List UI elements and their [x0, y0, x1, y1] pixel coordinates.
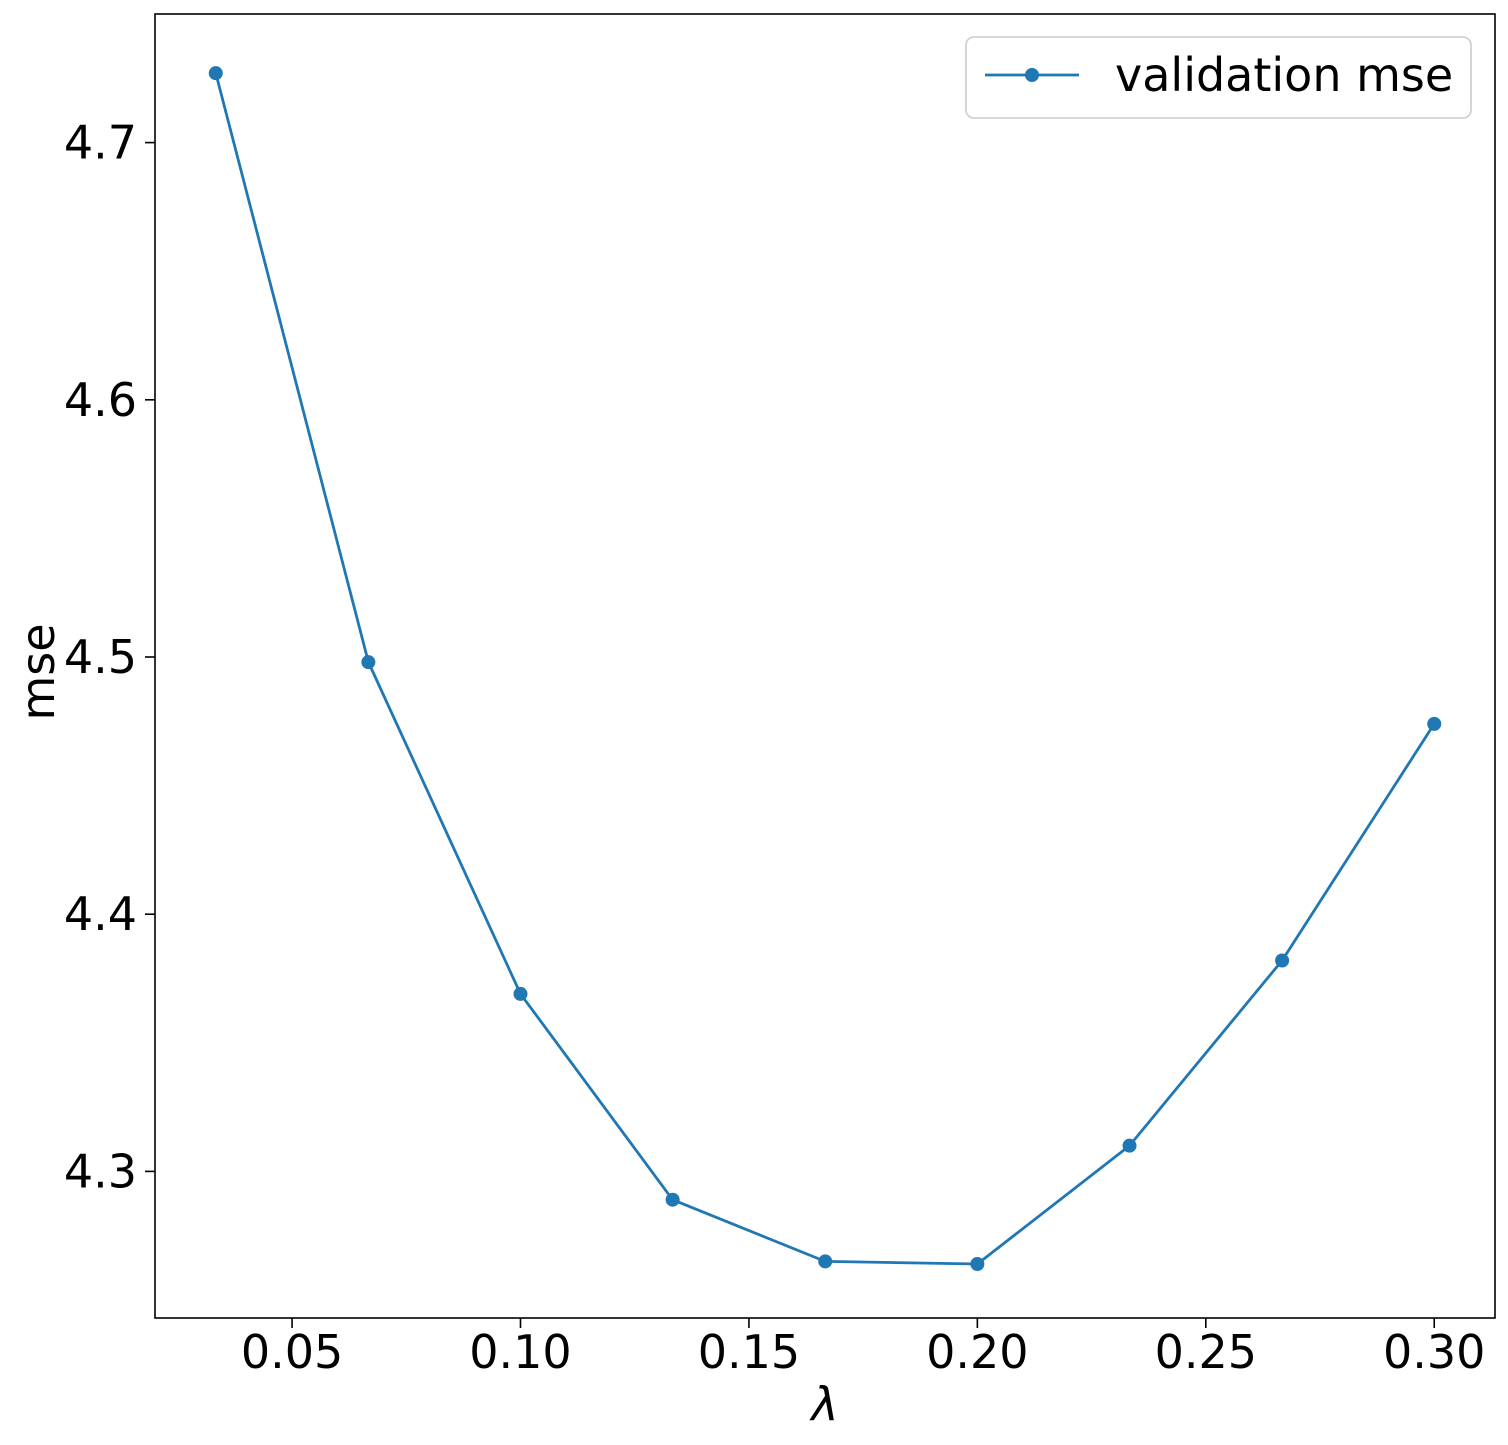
x-tick-label: 0.10: [469, 1325, 571, 1379]
x-axis-ticks: 0.05 0.10 0.15 0.20 0.25 0.30: [241, 1318, 1485, 1379]
series-markers: [208, 66, 1442, 1271]
data-point: [665, 1192, 680, 1207]
data-point: [1122, 1138, 1137, 1153]
x-tick-label: 0.05: [241, 1325, 343, 1379]
data-point: [1275, 953, 1290, 968]
data-point: [970, 1256, 985, 1271]
data-point: [513, 986, 528, 1001]
y-tick-label: 4.4: [64, 887, 137, 941]
x-tick-label: 0.30: [1383, 1325, 1485, 1379]
y-tick-label: 4.6: [64, 373, 137, 427]
legend-label: validation mse: [1115, 48, 1453, 102]
legend: validation mse: [965, 36, 1472, 119]
data-point: [818, 1254, 833, 1269]
y-tick-label: 4.3: [64, 1144, 137, 1198]
plot-frame: [154, 13, 1496, 1319]
x-tick-label: 0.25: [1155, 1325, 1257, 1379]
x-tick-label: 0.20: [926, 1325, 1028, 1379]
data-point: [361, 655, 376, 670]
legend-box: [965, 36, 1472, 119]
y-tick-label: 4.7: [64, 116, 137, 170]
plot-area: [155, 14, 1495, 1318]
y-axis-ticks: 4.3 4.4 4.5 4.6 4.7: [64, 116, 155, 1198]
data-point: [208, 66, 223, 81]
data-point: [1427, 716, 1442, 731]
y-tick-label: 4.5: [64, 630, 137, 684]
x-tick-label: 0.15: [698, 1325, 800, 1379]
x-axis-label: λ: [808, 1377, 838, 1431]
y-axis-label: mse: [11, 623, 65, 720]
legend-marker-swatch: [1025, 68, 1039, 82]
